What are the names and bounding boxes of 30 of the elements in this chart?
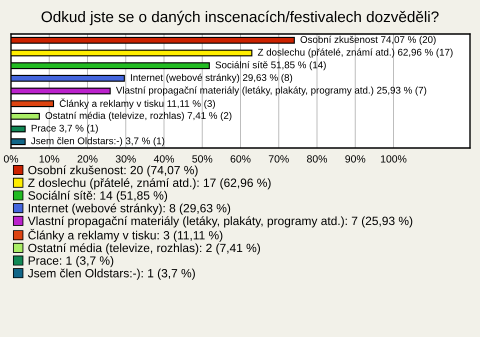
data-label: Prace 3,7 % (1) bbox=[32, 124, 98, 134]
legend-label: Osobní zkušenost: 20 (74,07 %) bbox=[28, 165, 198, 177]
legend-label: Články a reklamy v tisku: 3 (11,11 %) bbox=[28, 228, 222, 242]
chart-title: Odkud jste se o daných inscenacích/festivalech dozvěděli? bbox=[42, 10, 439, 26]
legend-label: Z doslechu (přátelé, známí atd.): 17 (62,96 %) bbox=[28, 178, 271, 190]
x-tick-label: 80% bbox=[307, 155, 328, 163]
data-label: Ostatní média (televize, rozhlas) 7,41 % (2) bbox=[46, 112, 232, 121]
legend-label: Ostatní média (televize, rozhlas): 2 (7,41 %) bbox=[28, 243, 260, 255]
data-label: Internet (webové stránky) 29,63 % (8) bbox=[130, 74, 292, 83]
data-label: Z doslechu (přátelé, známí atd.) 62,96 % (17) bbox=[258, 48, 453, 58]
x-tick-label: 10% bbox=[40, 155, 60, 163]
x-tick-label: 40% bbox=[154, 155, 174, 163]
x-tick-label: 90% bbox=[345, 155, 366, 163]
legend-label: Jsem člen Oldstars:-): 1 (3,7 %) bbox=[28, 268, 195, 280]
data-label: Sociální sítě 51,85 % (14) bbox=[216, 61, 326, 70]
legend-label: Vlastní propagační materiály (letáky, plakáty, programy atd.): 7 (25,93 %) bbox=[28, 216, 412, 228]
legend-label: Internet (webové stránky): 8 (29,63 %) bbox=[28, 204, 230, 215]
x-tick-label: 50% bbox=[192, 155, 212, 163]
x-tick-label: 100% bbox=[380, 155, 406, 163]
legend-label: Sociální sítě: 14 (51,85 %) bbox=[28, 190, 168, 202]
data-label: Články a reklamy v tisku 11,11 % (3) bbox=[60, 98, 215, 109]
x-tick-label: 0% bbox=[4, 155, 18, 163]
x-tick-label: 20% bbox=[78, 155, 98, 163]
x-tick-label: 70% bbox=[268, 155, 289, 163]
data-label: Osobní zkušenost 74,07 % (20) bbox=[300, 36, 436, 45]
data-label: Jsem člen Oldstars:-) 3,7 % (1) bbox=[31, 137, 164, 146]
x-tick-label: 60% bbox=[230, 155, 251, 163]
data-label: Vlastní propagační materiály (letáky, plakáty, programy atd.) 25,93 % (7) bbox=[116, 86, 426, 96]
legend-label: Prace: 1 (3,7 %) bbox=[28, 256, 114, 268]
x-tick-label: 30% bbox=[116, 155, 136, 163]
